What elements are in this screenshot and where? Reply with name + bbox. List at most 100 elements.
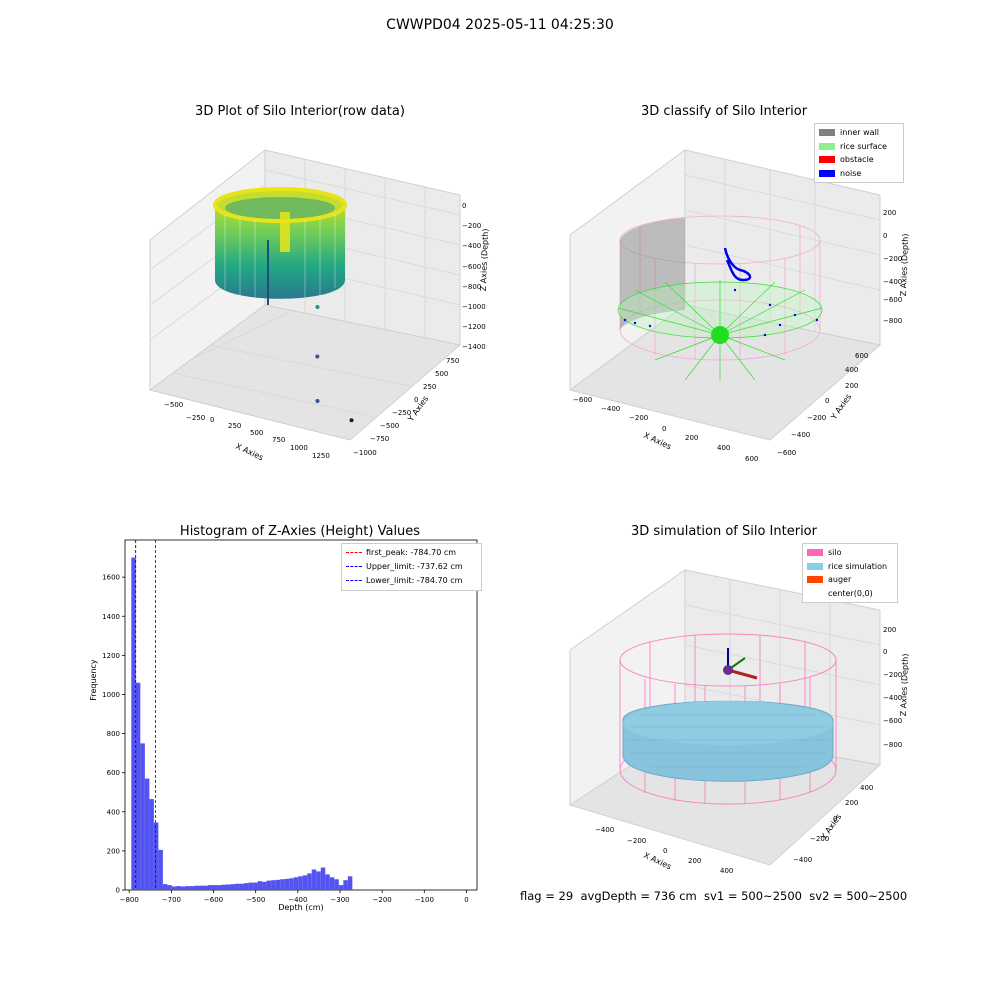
x-tick-labels: −500 −250 0 250 500 750 1000 1250 xyxy=(164,401,330,460)
panel2-title: 3D classify of Silo Interior xyxy=(640,104,808,119)
z-tick: 200 xyxy=(883,626,896,634)
histogram-bar xyxy=(320,867,326,890)
y-tick-label: 1000 xyxy=(102,691,120,699)
x-tick: 400 xyxy=(720,867,733,875)
x-tick: 250 xyxy=(228,422,241,430)
z-tick: −200 xyxy=(883,255,902,263)
z-tick: 0 xyxy=(883,648,887,656)
y-tick-label: 1600 xyxy=(102,574,120,582)
z-axis-label: Z Axies (Depth) xyxy=(479,228,490,291)
z-tick: −200 xyxy=(883,671,902,679)
legend-swatch xyxy=(807,589,823,597)
z-tick: −400 xyxy=(883,694,902,702)
histogram-bar xyxy=(226,884,231,890)
center-marker xyxy=(723,665,733,675)
x-tick-label: −100 xyxy=(415,896,434,904)
raw-3d-plot: 0 −200 −400 −600 −800 −1000 −1200 −1400 … xyxy=(148,148,490,463)
y-tick-labels: −600 −400 −200 0 200 400 600 xyxy=(777,352,868,457)
legend-entry-upper-limit: Upper_limit: -737.62 cm xyxy=(346,560,477,574)
noise-scatter xyxy=(623,288,819,337)
z-tick: −800 xyxy=(462,283,481,291)
y-tick: 250 xyxy=(423,383,436,391)
floor-pane xyxy=(568,304,882,441)
z-tick: −800 xyxy=(883,317,902,325)
z-tick: −600 xyxy=(883,717,902,725)
legend-swatch xyxy=(807,562,823,570)
x-tick: 600 xyxy=(745,455,758,463)
z-tick: −600 xyxy=(462,263,481,271)
legend-entry-lower-limit: Lower_limit: -784.70 cm xyxy=(346,574,477,588)
histogram-bar xyxy=(253,882,258,890)
x-tick-label: −800 xyxy=(120,896,139,904)
histogram-bar xyxy=(221,884,227,890)
y-tick: 0 xyxy=(833,815,837,823)
histogram-bar xyxy=(217,885,222,890)
legend-entry-noise: noise xyxy=(819,167,899,181)
outlier-point xyxy=(349,418,354,423)
panel1-title: 3D Plot of Silo Interior(row data) xyxy=(195,104,405,119)
histogram-bar xyxy=(334,879,339,890)
x-axis-label: X Axies xyxy=(642,431,673,452)
y-tick: −250 xyxy=(392,409,411,417)
x-axis-label: X Axies xyxy=(234,442,265,463)
y-tick: −500 xyxy=(380,422,399,430)
rice-mesh xyxy=(627,714,830,768)
rice-surface-center xyxy=(711,326,729,344)
legend-swatch xyxy=(346,552,362,553)
x-axis-label: X Axies xyxy=(642,851,673,872)
histogram-bar xyxy=(131,557,136,890)
y-tick: −750 xyxy=(370,435,389,443)
x-tick-label: −600 xyxy=(204,896,223,904)
histogram-bar xyxy=(343,880,348,890)
legend-label: first_peak: -784.70 cm xyxy=(366,548,457,557)
legend-entry-rice-surface: rice surface xyxy=(819,140,899,154)
histogram-bar xyxy=(212,885,218,890)
histogram-bar xyxy=(316,871,321,890)
figure-title: CWWPD04 2025-05-11 04:25:30 xyxy=(386,17,614,33)
y-tick: 600 xyxy=(855,352,868,360)
z-tick-labels: 200 0 −200 −400 −600 −800 xyxy=(883,626,902,749)
x-tick: 200 xyxy=(688,857,701,865)
legend-entry-auger: auger xyxy=(807,573,893,587)
x-tick: −250 xyxy=(186,414,205,422)
histogram-bar xyxy=(158,849,163,890)
histogram-bar xyxy=(266,880,272,890)
rice-simulation-top xyxy=(623,701,833,745)
z-tick: 0 xyxy=(462,202,466,210)
histogram-bar xyxy=(208,885,213,890)
z-tick: −200 xyxy=(462,222,481,230)
histogram-bar xyxy=(135,682,141,890)
plot-frame xyxy=(124,539,478,891)
z-tick: 0 xyxy=(883,232,887,240)
legend-entry-inner-wall: inner wall xyxy=(819,126,899,140)
x-tick: −500 xyxy=(164,401,183,409)
z-tick: −400 xyxy=(462,242,481,250)
z-axis-label: Z Axies (Depth) xyxy=(899,653,910,716)
x-tick: −600 xyxy=(573,396,592,404)
x-tick: 0 xyxy=(210,416,214,424)
y-tick: −600 xyxy=(777,449,796,457)
legend-label: obstacle xyxy=(840,155,874,164)
histogram-bar xyxy=(239,883,245,890)
x-tick-label: 0 xyxy=(464,896,468,904)
outlier-point xyxy=(315,399,320,403)
legend-swatch xyxy=(819,156,835,163)
histogram-bar xyxy=(302,875,308,890)
classify-3d-plot: 200 0 −200 −400 −600 −800 Z Axies (Depth… xyxy=(568,149,910,463)
histogram-bar xyxy=(153,822,159,890)
noise-points xyxy=(723,247,752,282)
histogram-bar xyxy=(198,885,204,890)
depth-histogram: −800 −700 −600 −500 −400 −300 −200 −100 0 0 200 400… xyxy=(89,539,478,912)
y-tick-label: 1400 xyxy=(102,613,120,621)
y-tick: 0 xyxy=(825,397,829,405)
y-tick-label: 0 xyxy=(116,887,120,895)
x-tick: 1000 xyxy=(290,444,308,452)
x-tick-labels: −400 −200 0 200 400 xyxy=(595,826,733,875)
legend-label: center(0,0) xyxy=(828,588,873,598)
simulation-3d-plot: 200 0 −200 −400 −600 −800 Z Axies (Depth… xyxy=(568,569,910,875)
panel3-title: Histogram of Z-Axies (Height) Values xyxy=(179,524,421,539)
x-tick: 0 xyxy=(663,847,667,855)
legend-label: rice simulation xyxy=(828,561,888,571)
histogram-bar xyxy=(162,884,168,890)
legend-swatch xyxy=(819,129,835,136)
